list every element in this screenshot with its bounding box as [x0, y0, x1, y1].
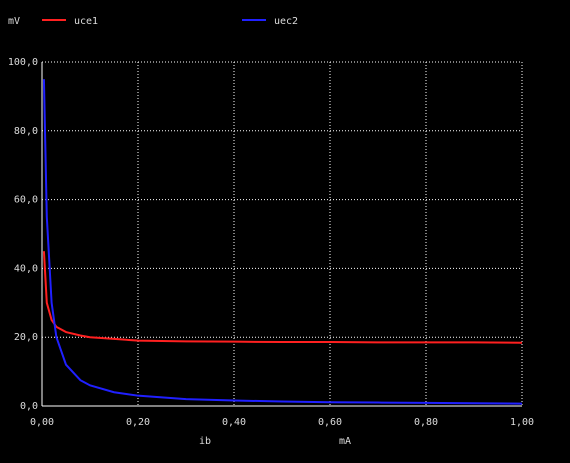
y-tick-label: 20,0	[14, 332, 38, 343]
x-tick-label: 0,20	[126, 417, 150, 428]
legend-label: uce1	[74, 16, 98, 27]
x-tick-label: 1,00	[510, 417, 534, 428]
x-tick-label: 0,80	[414, 417, 438, 428]
y-tick-label: 60,0	[14, 195, 38, 206]
x-tick-label: 0,40	[222, 417, 246, 428]
y-tick-label: 100,0	[8, 57, 38, 68]
series-line	[42, 79, 523, 405]
legend-label: uec2	[274, 16, 298, 27]
x-label: ib	[199, 436, 211, 447]
y-unit: mV	[8, 16, 20, 27]
y-tick-label: 40,0	[14, 263, 38, 274]
y-tick-label: 80,0	[14, 126, 38, 137]
x-tick-label: 0,60	[318, 417, 342, 428]
x-unit: mA	[339, 436, 351, 447]
y-tick-label: 0,0	[20, 401, 38, 412]
x-tick-label: 0,00	[30, 417, 54, 428]
